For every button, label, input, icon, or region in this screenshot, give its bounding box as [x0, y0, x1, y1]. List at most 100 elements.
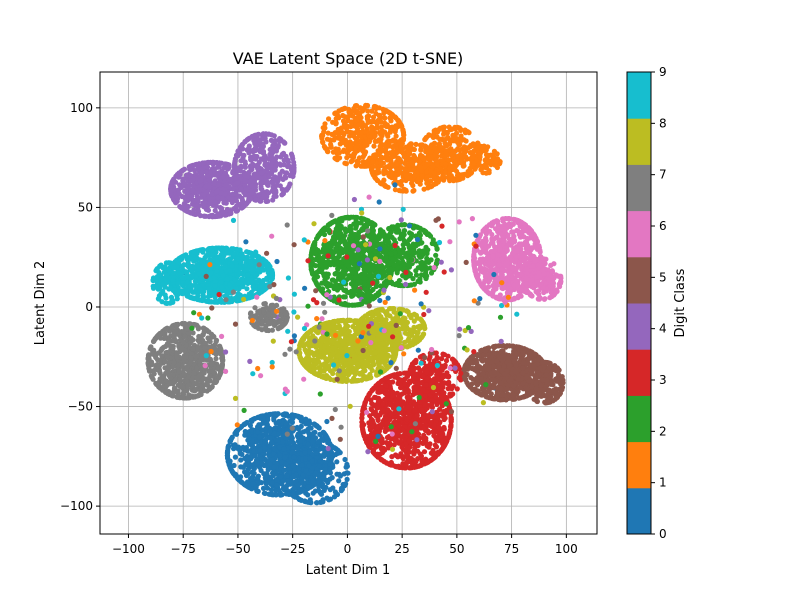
data-point-class-3 — [403, 453, 409, 459]
data-point-class-2 — [322, 225, 328, 231]
data-point-class-0 — [308, 500, 314, 506]
data-point-class-1 — [390, 163, 396, 169]
data-point-class-1 — [432, 145, 438, 151]
data-point-class-1 — [449, 152, 455, 158]
data-point-class-1 — [413, 141, 419, 147]
data-point-class-0 — [292, 494, 298, 500]
data-point-class-0 — [296, 426, 302, 432]
data-point-class-0 — [264, 485, 271, 491]
data-point-class-1 — [354, 136, 360, 142]
data-point-class-1 — [443, 148, 449, 154]
data-point-class-4 — [223, 212, 229, 218]
data-point-class-1 — [400, 188, 406, 194]
data-point-class-3 — [446, 379, 452, 385]
data-point-class-4 — [204, 164, 211, 170]
data-point-class-2 — [394, 270, 400, 276]
data-point-class-0 — [255, 429, 261, 435]
data-point-class-2 — [433, 252, 439, 258]
data-point-class-3 — [374, 451, 381, 457]
data-point-class-3 — [444, 370, 450, 376]
data-point-class-0 — [261, 490, 267, 496]
data-point-class-3 — [442, 415, 448, 421]
data-point-class-1 — [477, 150, 483, 156]
data-point-class-1 — [355, 160, 361, 166]
data-point-class-0 — [342, 456, 348, 463]
data-point-class-0 — [246, 436, 252, 442]
data-point-class-0 — [344, 476, 350, 482]
data-point-class-4 — [174, 198, 180, 204]
data-point-class-2 — [366, 233, 372, 239]
data-point-class-0 — [252, 416, 258, 422]
data-point-class-1 — [361, 105, 367, 111]
data-point-class-0 — [290, 463, 296, 469]
chart-title: VAE Latent Space (2D t-SNE) — [233, 49, 464, 68]
data-point-class-1 — [384, 122, 390, 128]
data-point-class-1 — [483, 152, 490, 158]
data-point-class-4 — [214, 160, 220, 166]
data-point-class-0 — [245, 466, 251, 472]
data-point-class-4 — [212, 199, 218, 205]
data-point-class-1 — [326, 116, 332, 122]
data-point-class-1 — [460, 175, 466, 181]
data-point-class-0 — [240, 464, 246, 470]
data-point-class-0 — [232, 442, 238, 448]
data-point-class-1 — [465, 173, 471, 179]
data-point-class-1 — [382, 115, 388, 121]
data-point-class-1 — [381, 182, 388, 188]
data-point-class-1 — [443, 136, 449, 142]
data-point-class-3 — [393, 421, 399, 427]
data-point-class-1 — [494, 164, 500, 171]
data-point-class-0 — [287, 418, 293, 424]
data-point-class-1 — [437, 136, 443, 142]
data-point-class-1 — [382, 166, 388, 172]
data-point-class-1 — [392, 176, 398, 182]
data-point-class-2 — [331, 234, 337, 240]
data-point-class-2 — [332, 218, 338, 224]
data-point-class-0 — [326, 497, 332, 503]
data-point-class-3 — [430, 389, 436, 395]
data-point-class-2 — [418, 254, 425, 260]
data-point-class-1 — [364, 116, 370, 122]
data-point-class-0 — [260, 485, 267, 491]
data-point-class-2 — [314, 281, 320, 287]
data-point-class-4 — [196, 161, 202, 167]
data-point-class-1 — [358, 115, 364, 121]
data-point-class-2 — [329, 277, 335, 283]
data-point-class-1 — [370, 159, 376, 165]
data-point-class-3 — [443, 358, 450, 364]
data-point-class-1 — [319, 134, 325, 140]
data-point-class-3 — [385, 408, 391, 414]
data-point-class-3 — [426, 356, 432, 362]
data-point-class-1 — [387, 129, 393, 135]
data-point-class-2 — [401, 222, 407, 228]
data-point-class-1 — [446, 141, 453, 147]
data-point-class-1 — [373, 125, 379, 131]
data-point-class-0 — [272, 411, 279, 417]
data-point-class-1 — [331, 137, 337, 143]
data-point-class-1 — [416, 159, 422, 165]
data-point-class-0 — [242, 432, 248, 438]
data-point-class-3 — [397, 377, 403, 383]
data-point-class-1 — [378, 132, 384, 138]
data-point-class-7 — [252, 305, 258, 311]
data-point-class-2 — [317, 268, 323, 275]
data-point-class-0 — [336, 478, 342, 484]
data-point-class-2 — [386, 226, 392, 232]
data-point-class-1 — [363, 149, 369, 155]
data-point-class-2 — [417, 276, 423, 282]
data-point-class-3 — [423, 382, 429, 388]
data-point-class-2 — [387, 245, 393, 251]
data-point-class-1 — [362, 163, 368, 169]
data-point-class-1 — [325, 148, 331, 154]
data-point-class-1 — [355, 110, 361, 116]
data-point-class-1 — [354, 103, 360, 109]
data-point-class-1 — [472, 166, 478, 172]
data-point-class-0 — [237, 448, 243, 454]
data-point-class-0 — [242, 455, 248, 461]
data-point-class-2 — [397, 236, 403, 242]
data-point-class-3 — [426, 430, 432, 436]
data-point-class-2 — [366, 297, 372, 304]
data-point-class-1 — [389, 124, 395, 130]
data-point-class-0 — [295, 445, 301, 452]
